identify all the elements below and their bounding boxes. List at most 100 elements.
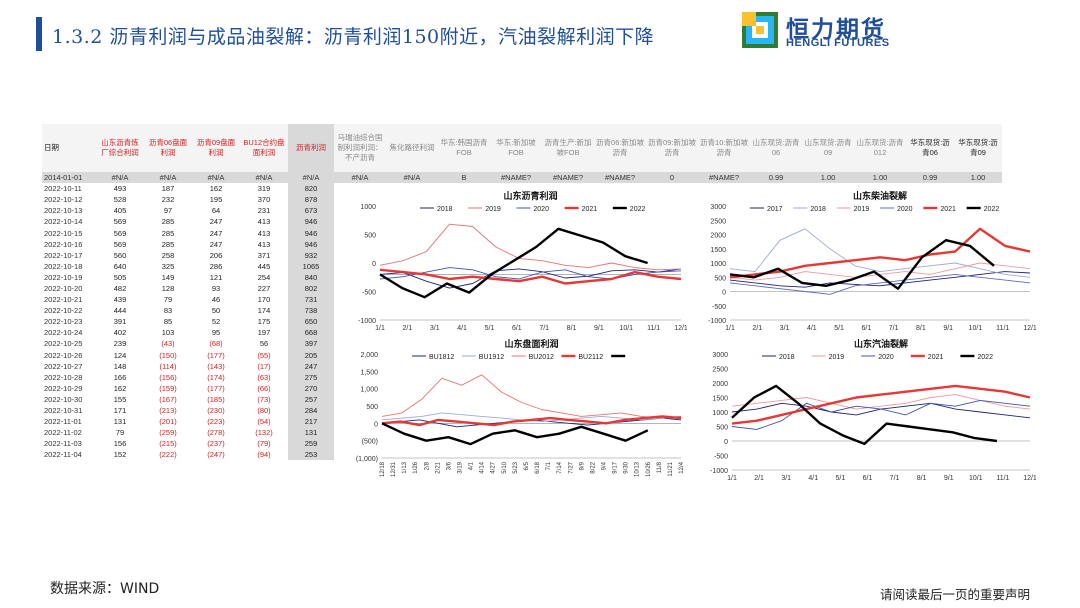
table-cell: 239 — [113, 339, 127, 349]
table-cell: #NAME? — [490, 172, 542, 184]
x-tick-label: 6/5 — [524, 461, 530, 470]
table-header-cell: 沥青利润 — [288, 124, 334, 172]
table-header-cell: 华东:韩国沥青FOB — [438, 124, 490, 172]
table-cell: 560 — [113, 250, 127, 260]
table-cell: 878 — [288, 194, 334, 206]
y-tick-label: -500 — [362, 290, 376, 297]
series-line — [381, 374, 682, 419]
x-tick-label: 11/8 — [657, 461, 663, 473]
table-cell: #NAME? — [542, 172, 594, 184]
legend-label: 2018 — [779, 354, 795, 361]
legend-label: 2019 — [485, 206, 501, 213]
table-header-row: 日期 山东沥青炼厂综合利润 沥青06盘面利润 沥青09盘面利润 BU12合约盘面利润 沥青… — [42, 124, 1002, 172]
y-tick-label: 500 — [714, 275, 726, 282]
legend-label: 2017 — [767, 206, 783, 213]
table-cell: 2022-10-11 — [44, 184, 82, 194]
series-line — [729, 228, 1031, 278]
series-line — [729, 262, 1031, 281]
table-cell: 1.00 — [854, 172, 906, 184]
table-cell: 2022-10-13 — [44, 206, 83, 216]
table-cell: #N/A — [192, 172, 240, 184]
table-cell: 2022-10-21 — [44, 295, 83, 305]
table-row: 2022-10-30 155 (167) (185) (73) 257 — [42, 393, 1002, 405]
series-line — [729, 239, 995, 290]
table-cell: (54) — [257, 417, 271, 427]
y-tick-label: 3000 — [712, 352, 728, 359]
legend-label: 2022 — [630, 206, 646, 213]
table-cell: (223) — [207, 417, 225, 427]
table-cell: 2022-10-14 — [44, 217, 83, 227]
table-cell: 124 — [113, 350, 127, 360]
logo-icon — [742, 12, 778, 48]
table-cell: 174 — [257, 306, 271, 316]
table-cell: 95 — [211, 328, 221, 338]
y-tick-label: -500 — [714, 454, 728, 461]
table-header-cell: 马瑞油综合国制利润利润：不产沥青 — [334, 124, 386, 172]
chart-title: 山东盘面利润 — [504, 338, 558, 349]
y-tick-label: 0 — [724, 439, 728, 446]
table-cell: 2022-10-18 — [44, 261, 83, 271]
table-cell: 254 — [257, 272, 271, 282]
x-tick-label: 8/1 — [567, 325, 577, 332]
x-tick-label: 7/27 — [568, 461, 574, 473]
table-cell: 2022-10-22 — [44, 306, 83, 316]
x-tick-label: 4/1 — [469, 461, 475, 470]
table-cell: 205 — [288, 349, 334, 361]
table-row: 2022-10-21 439 79 46 170 731 — [42, 294, 1002, 306]
series-line — [731, 384, 1031, 425]
table-cell: 413 — [257, 217, 271, 227]
table-cell: 97 — [163, 206, 173, 216]
series-line — [379, 268, 682, 289]
series-line — [379, 268, 682, 285]
table-header-cell: 日期 — [42, 124, 96, 172]
table-cell: 284 — [288, 404, 334, 417]
table-cell: (185) — [207, 394, 225, 404]
x-tick-label: 9/30 — [624, 461, 630, 473]
x-tick-label: 4/14 — [480, 461, 486, 473]
legend-label: 2019 — [854, 206, 870, 213]
table-cell: (174) — [207, 372, 225, 382]
table-cell: 231 — [257, 206, 271, 216]
table-cell: 152 — [113, 450, 127, 460]
y-tick-label: 1000 — [710, 261, 726, 268]
x-tick-label: 9/1 — [594, 325, 604, 332]
x-tick-label: 7/1 — [546, 461, 552, 470]
table-cell: 731 — [288, 294, 334, 306]
x-tick-label: 12/4 — [679, 461, 685, 473]
table-cell: 946 — [288, 216, 334, 228]
table-cell: 195 — [209, 195, 223, 205]
table-cell: 1065 — [288, 260, 334, 272]
x-tick-label: 8/1 — [916, 325, 926, 332]
x-tick-label: 3/19 — [458, 461, 464, 473]
table-cell: 2022-10-24 — [44, 328, 83, 338]
series-line — [731, 384, 998, 446]
x-tick-label: 1/1 — [375, 325, 385, 332]
legend-label: 2019 — [829, 354, 845, 361]
table-cell: 946 — [288, 238, 334, 250]
y-tick-label: 1500 — [710, 247, 726, 254]
x-tick-label: 11/1 — [996, 325, 1009, 332]
table-row: 2022-10-27 148 (114) (143) (17) 247 — [42, 360, 1002, 372]
table-subheader-row: 2014-01-01 #N/A #N/A #N/A #N/A #N/A #N/A #N/A B #… — [42, 172, 1002, 184]
series-line — [379, 227, 648, 299]
table-header-cell: 沥青09盘面利润 — [192, 124, 240, 172]
y-tick-label: 1500 — [712, 396, 728, 403]
table-row: 2022-10-12 528 232 195 370 878 — [42, 194, 1002, 206]
table-cell: 650 — [288, 316, 334, 328]
table-cell: 170 — [257, 295, 271, 305]
table-cell: 285 — [161, 228, 175, 238]
table-cell: 270 — [288, 382, 334, 394]
table-row: 2022-10-24 402 103 95 197 668 — [42, 327, 1002, 339]
y-tick-label: 2500 — [710, 218, 726, 225]
x-tick-label: 10/13 — [635, 461, 641, 477]
table-cell: 2022-11-02 — [44, 428, 82, 438]
table-cell: 187 — [161, 184, 175, 194]
table-row: 2022-11-01 131 (201) (223) (54) 217 — [42, 416, 1002, 428]
table-cell: 1.00 — [954, 172, 1002, 184]
table-row: 2022-10-23 391 85 52 175 650 — [42, 316, 1002, 328]
table-row: 2022-10-15 569 285 247 413 946 — [42, 227, 1002, 239]
series-line — [379, 267, 682, 280]
table-row: 2022-10-11 493 187 162 319 820 — [42, 183, 1002, 195]
x-tick-label: 8/22 — [590, 461, 596, 473]
